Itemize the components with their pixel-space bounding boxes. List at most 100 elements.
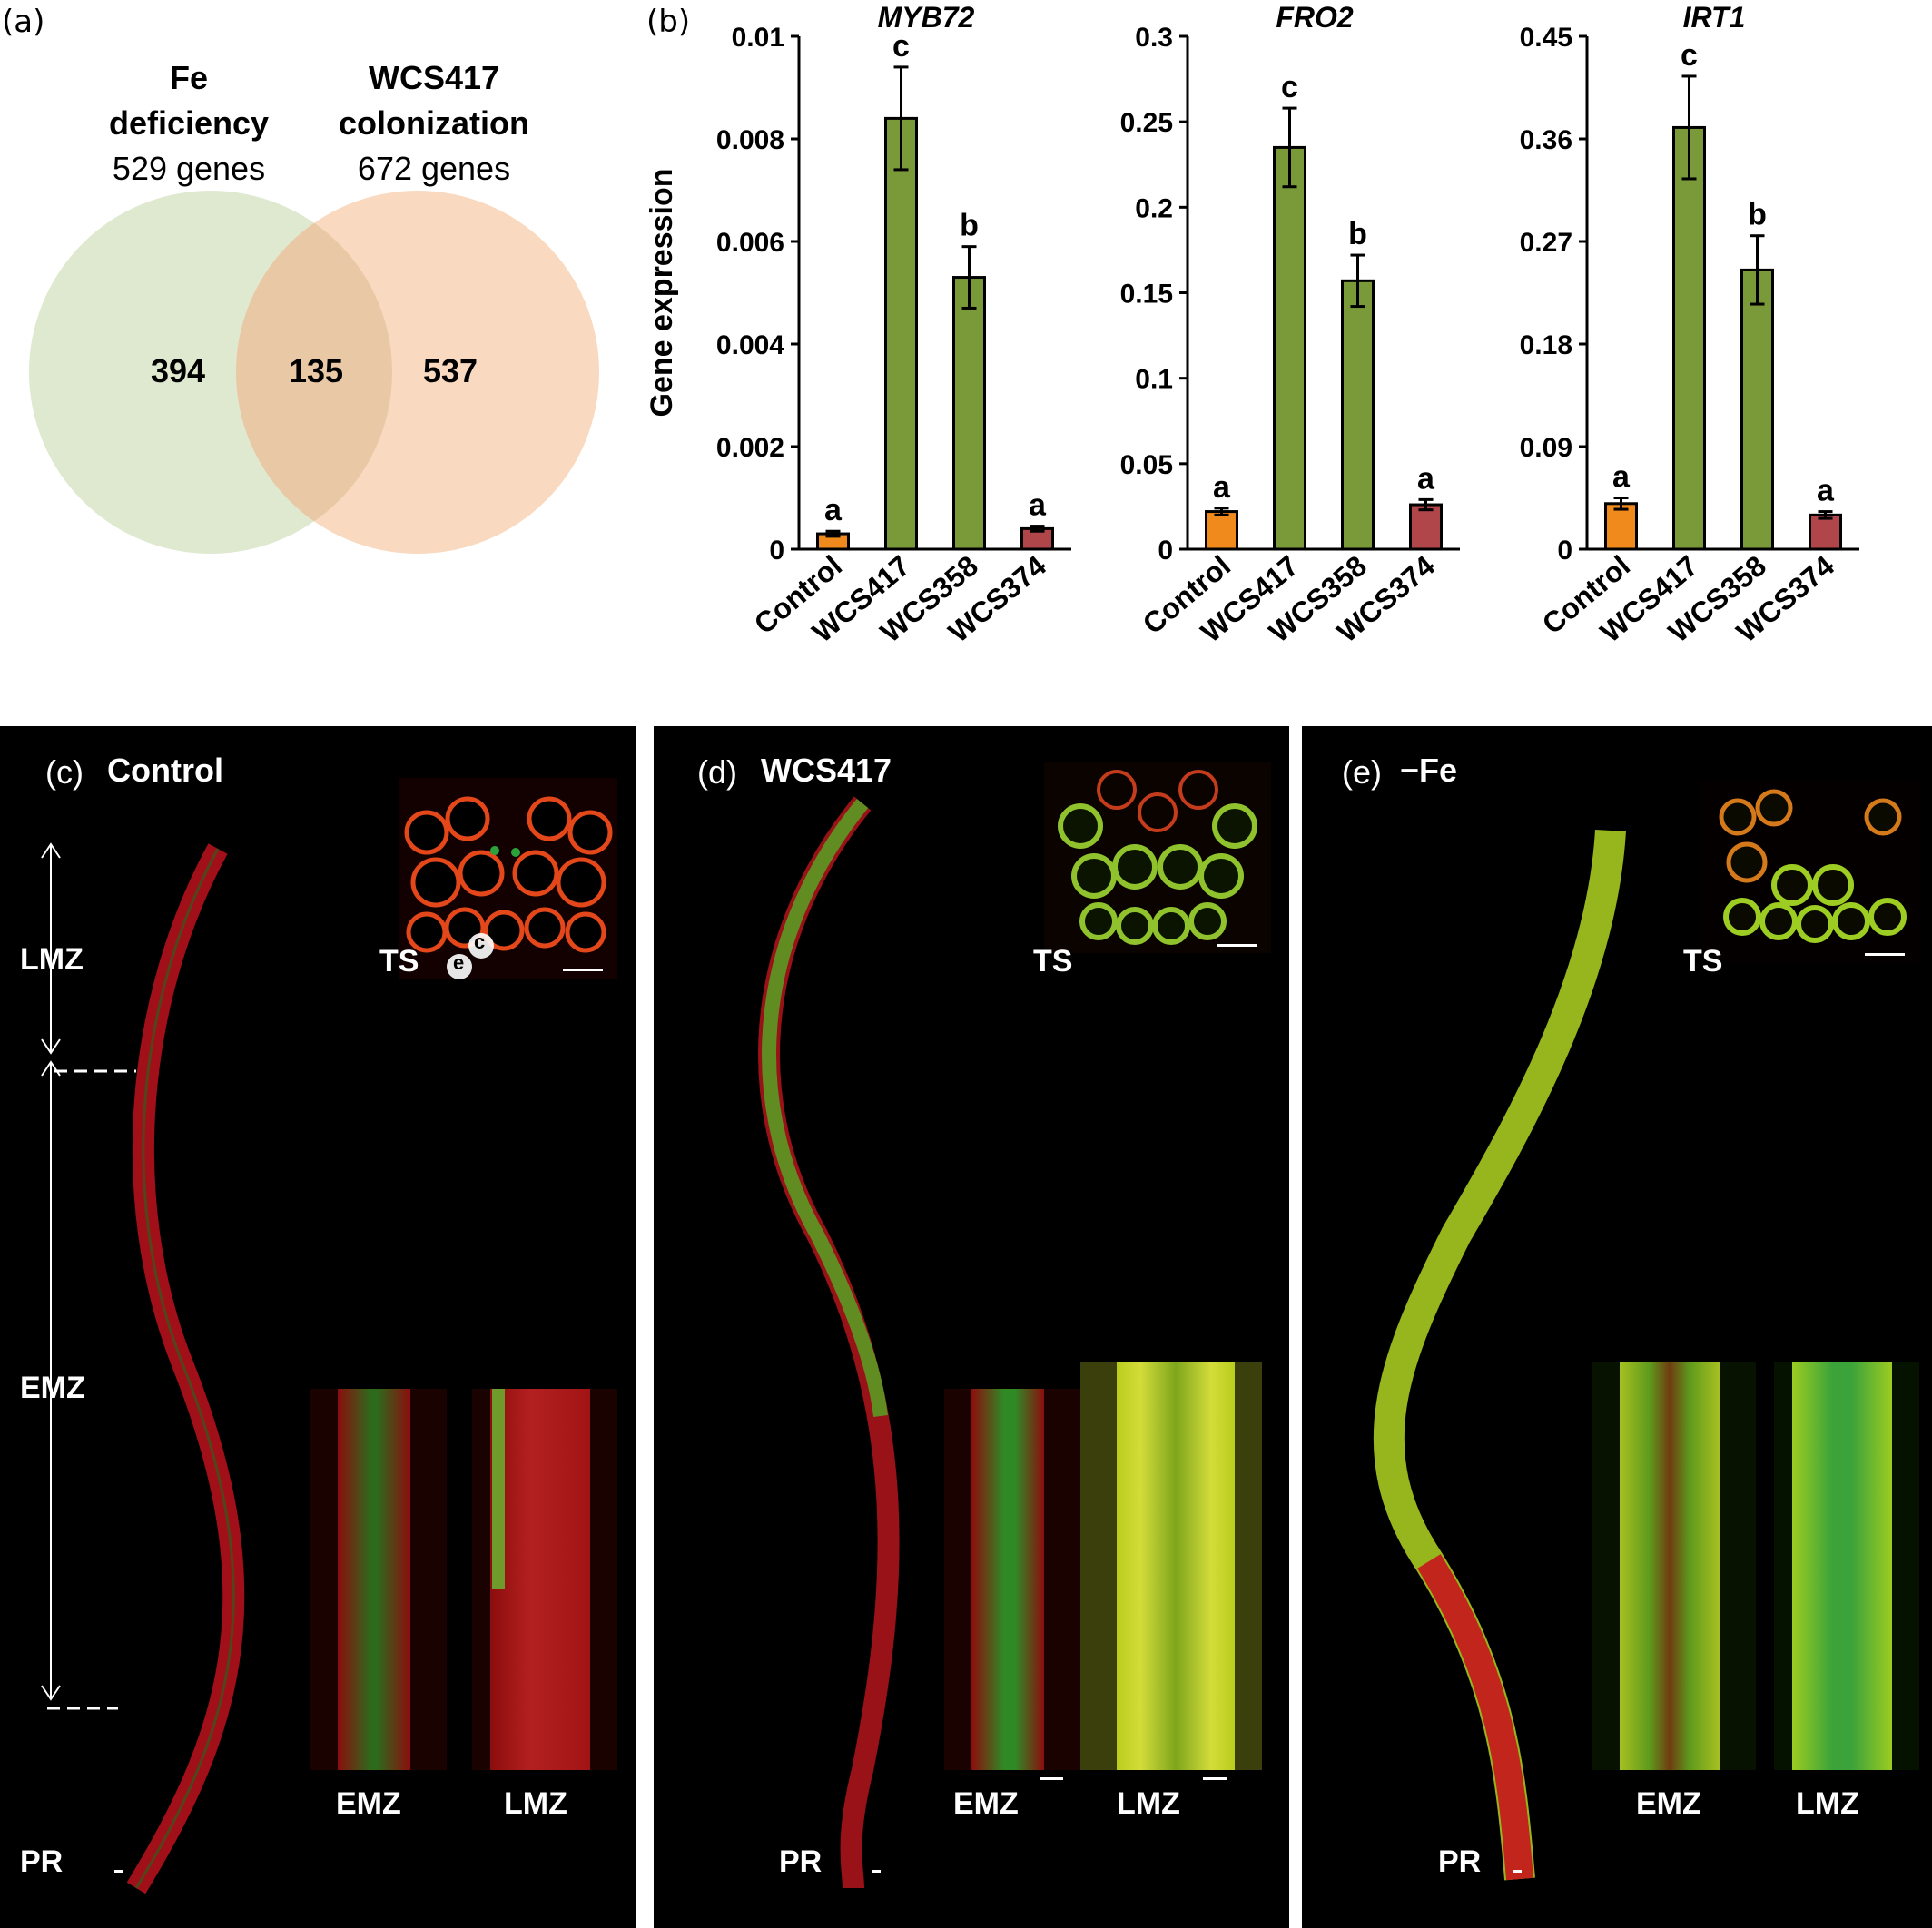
panel-c-microscopy: (c) Control LMZ EMZ PR c e TS [0,726,636,1928]
pr-label: PR [779,1844,823,1879]
y-tick-label: 0.45 [1520,23,1572,53]
significance-letter: b [960,209,979,243]
y-tick-label: 0 [1557,536,1572,566]
venn-overlap-count: 135 [289,352,343,389]
y-tick-label: 0.36 [1520,125,1572,155]
chart-title: FRO2 [1276,1,1354,34]
significance-letter: a [1612,460,1631,495]
panel-d-title: WCS417 [761,752,892,789]
emz-inset-label: EMZ [953,1786,1019,1821]
pr-label: PR [20,1844,64,1879]
minus-fe-ts-inset [1701,781,1919,962]
cortex-cell-label: c [474,930,486,953]
venn-only-wcs417: 537 [423,352,478,389]
panel-d-microscopy: (d) WCS417 PR TS EMZ LMZ [654,726,1289,1928]
scale-bar [1203,1777,1227,1780]
wcs417-ts-inset [1044,762,1271,953]
minus-fe-emz-inset [1592,1362,1756,1770]
y-tick-label: 0.05 [1120,450,1173,480]
bar-wcs358 [1341,279,1375,551]
bar-wcs417 [884,116,918,551]
gene-expression-charts: MYB72 0 0.002 0.004 0.006 0.008 0.01 Gene expre… [645,1,1859,649]
venn-set2-head1: WCS417 [369,59,499,96]
bar-wcs358 [1740,268,1774,551]
venn-set1-head2: deficiency [109,104,269,142]
bar-wcs374 [1809,513,1842,551]
bar-wcs358 [952,276,986,551]
significance-letter: b [1348,217,1367,251]
lmz-inset-label: LMZ [1796,1786,1859,1821]
y-tick-label: 0.002 [716,433,784,463]
panel-d-letter: (d) [697,753,737,791]
significance-letter: a [824,493,843,527]
bar-wcs374 [1409,503,1443,551]
panel-a-letter: (a) [2,4,45,40]
control-root-image [41,842,245,1894]
venn-only-fe: 394 [151,352,205,389]
minus-fe-root-image [1373,829,1626,1881]
y-axis-label: Gene expression [645,168,679,417]
significance-letter: b [1748,198,1767,232]
venn-set2-head2: colonization [339,104,529,142]
wcs417-lmz-inset [1080,1362,1262,1770]
chart-title: IRT1 [1683,1,1746,34]
venn-set2-count: 672 genes [358,150,510,187]
lmz-zone-label: LMZ [20,942,84,977]
emz-inset-label: EMZ [1636,1786,1701,1821]
venn-set1-count: 529 genes [113,150,265,187]
panel-c-title: Control [107,752,223,789]
lmz-inset-label: LMZ [1117,1786,1180,1821]
panel-e-microscopy: (e) −Fe PR TS EMZ LMZ [1302,726,1932,1928]
ts-label: TS [1033,944,1073,979]
y-tick-label: 0.008 [716,125,784,155]
significance-letter: a [1817,474,1835,508]
y-tick-label: 0.006 [716,228,784,258]
panel-e-letter: (e) [1342,753,1382,791]
ts-label: TS [380,944,419,979]
venn-diagram: Fe deficiency 529 genes WCS417 colonizat… [29,59,599,554]
y-tick-label: 0.01 [732,23,784,53]
panel-b-letter: (b) [646,4,691,40]
y-tick-label: 0 [769,536,784,566]
epidermis-cell-label: e [453,951,465,974]
chart-title: MYB72 [878,1,975,34]
scale-bar [114,1870,123,1873]
y-tick-label: 0.27 [1520,228,1572,258]
scale-bar [1513,1870,1522,1873]
significance-letter: c [1281,70,1298,104]
panel-e-title: −Fe [1400,752,1458,789]
bar-control [1205,510,1238,551]
y-tick-label: 0.15 [1120,280,1173,310]
significance-letter: a [1029,488,1047,523]
control-ts-inset: c e [399,778,617,979]
significance-letter: c [1681,38,1698,73]
scale-bar [1040,1777,1063,1780]
significance-letter: a [1417,461,1435,496]
y-tick-label: 0.3 [1135,23,1173,53]
y-tick-label: 0.09 [1520,433,1572,463]
significance-letter: c [892,29,910,64]
lmz-inset-label: LMZ [504,1786,567,1821]
y-tick-label: 0.004 [716,330,784,360]
y-tick-label: 0.2 [1135,193,1173,223]
venn-set1-head1: Fe [170,59,208,96]
panel-c-letter: (c) [45,753,84,791]
bar-wcs417 [1273,145,1306,551]
significance-letter: a [1213,470,1231,505]
y-tick-label: 0.1 [1135,365,1173,395]
minus-fe-lmz-inset [1774,1362,1919,1770]
y-tick-label: 0.25 [1120,108,1173,138]
emz-inset-label: EMZ [336,1786,401,1821]
y-tick-label: 0.18 [1520,330,1572,360]
venn-overlap [236,191,392,554]
bar-wcs417 [1672,125,1706,551]
y-tick-label: 0 [1158,536,1173,566]
control-emz-inset [310,1389,447,1770]
control-lmz-inset [472,1389,617,1770]
ts-label: TS [1683,944,1723,979]
wcs417-root-image [758,796,900,1889]
scale-bar [872,1870,881,1873]
wcs417-emz-inset [944,1389,1080,1770]
pr-label: PR [1438,1844,1482,1879]
emz-zone-label: EMZ [20,1371,85,1405]
